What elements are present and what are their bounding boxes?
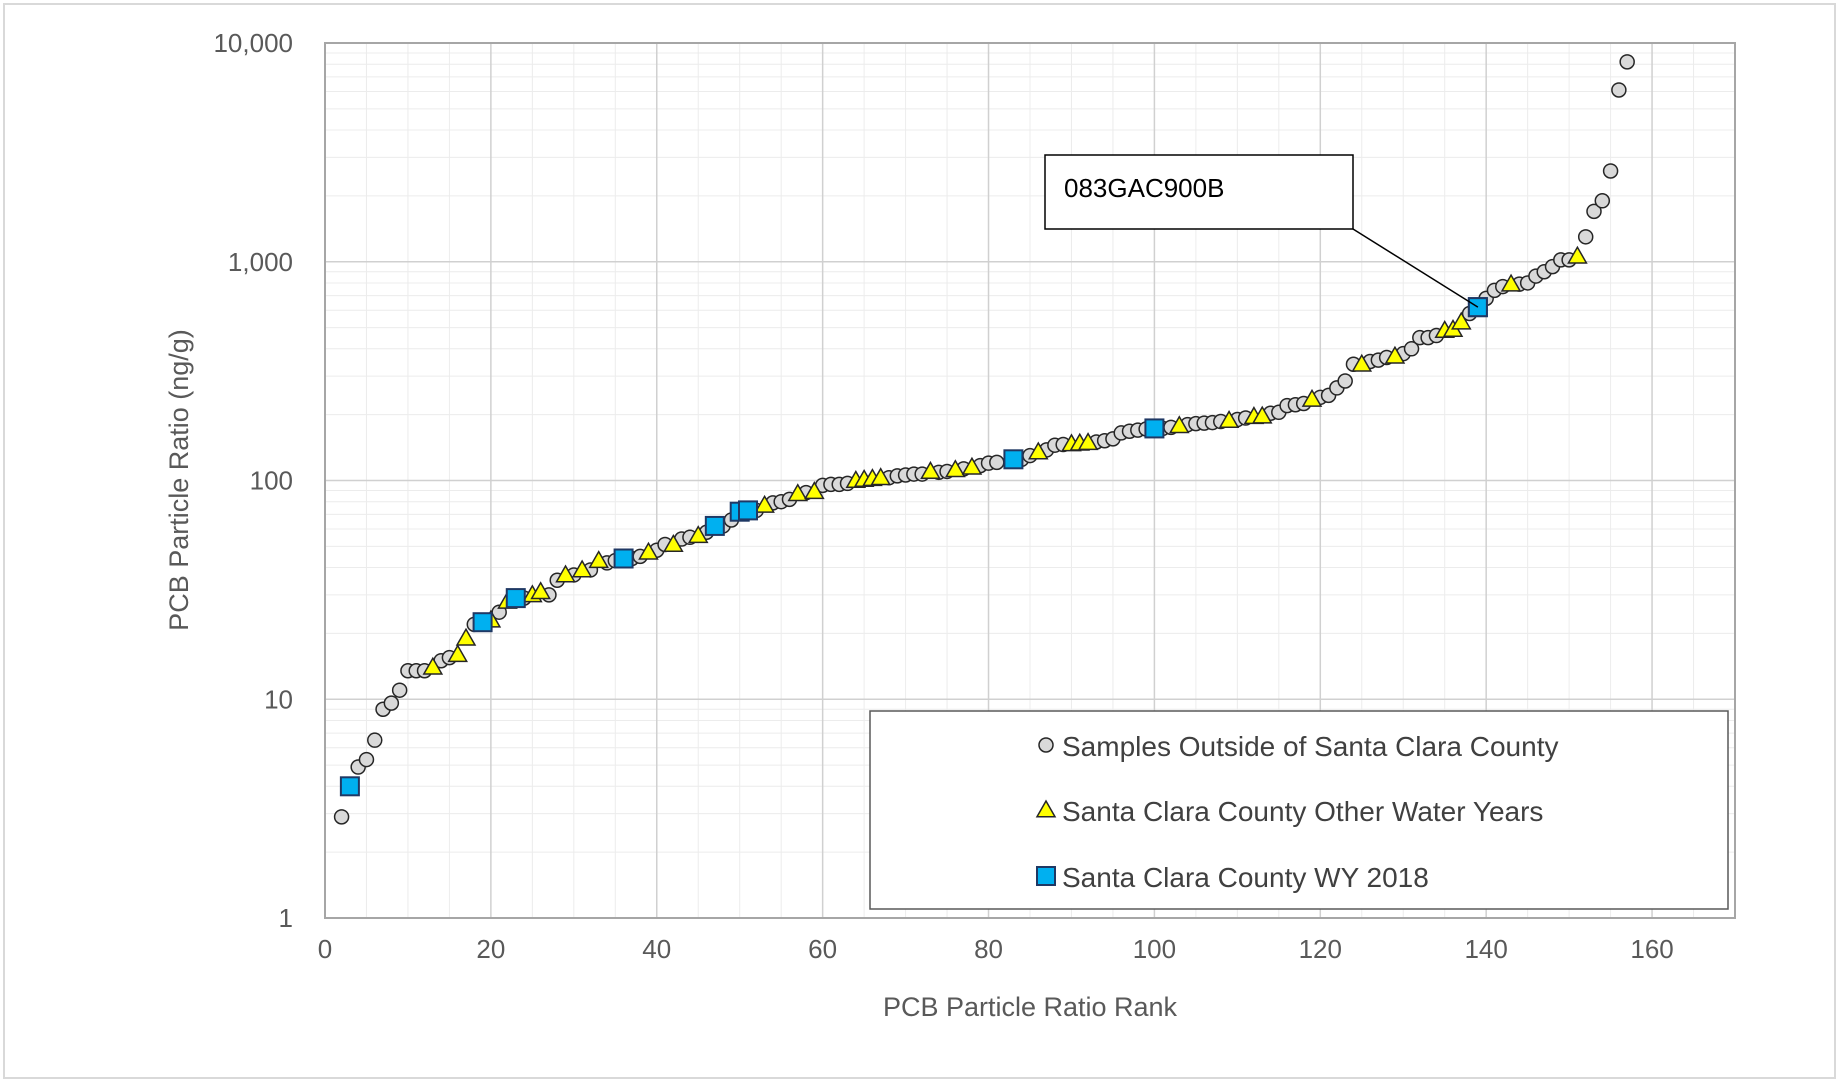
- callout-leader-line: [1352, 228, 1479, 308]
- data-point-triangle: [961, 456, 983, 475]
- x-tick-label: 160: [1630, 934, 1673, 964]
- data-point-triangle: [945, 459, 966, 478]
- data-point-triangle: [1251, 405, 1273, 424]
- y-tick-label: 10: [264, 684, 293, 714]
- data-point-triangle: [1351, 353, 1373, 372]
- data-point-circle: [1594, 193, 1611, 209]
- x-tick-label: 140: [1464, 934, 1507, 964]
- y-tick-label: 10,000: [213, 28, 293, 58]
- data-point-triangle: [588, 550, 609, 569]
- data-point-triangle: [571, 559, 593, 578]
- data-point-circle: [1611, 82, 1627, 98]
- data-point-circle: [1602, 163, 1619, 179]
- data-point-triangle: [455, 627, 477, 646]
- data-point-triangle: [687, 525, 709, 544]
- data-point-circle: [391, 682, 408, 698]
- data-point-triangle: [1218, 410, 1240, 429]
- data-point-triangle: [804, 481, 825, 500]
- y-axis-tick-labels: 1 10 100 1,000 10,000: [213, 28, 293, 933]
- data-point-square: [738, 500, 758, 521]
- data-point-triangle: [447, 644, 468, 663]
- data-point-square: [472, 612, 493, 633]
- x-tick-label: 0: [318, 934, 332, 964]
- legend: Samples Outside of Santa Clara County San…: [869, 710, 1729, 910]
- data-point-circle: [383, 695, 400, 711]
- legend-label: Santa Clara County WY 2018: [1062, 862, 1429, 893]
- data-point-circle: [989, 454, 1005, 471]
- callout-box: [1044, 154, 1354, 230]
- y-tick-label: 1: [279, 903, 293, 933]
- legend-items: Samples Outside of Santa Clara County San…: [1035, 731, 1558, 893]
- data-point-triangle: [1301, 388, 1323, 407]
- data-point-triangle: [1077, 432, 1099, 451]
- data-point-triangle: [663, 533, 684, 552]
- annotation-callout: 083GAC900B: [1044, 154, 1479, 308]
- data-point-square: [613, 548, 634, 569]
- data-point-square: [1144, 418, 1165, 439]
- data-point-triangle: [1384, 345, 1406, 364]
- data-point-triangle: [530, 581, 551, 600]
- x-tick-label: 40: [642, 934, 671, 964]
- data-point-triangle: [555, 564, 576, 583]
- series-square: [339, 297, 1488, 797]
- data-point-triangle: [422, 656, 444, 675]
- data-point-triangle: [1567, 245, 1588, 264]
- x-axis-title: PCB Particle Ratio Rank: [883, 992, 1178, 1022]
- legend-marker-triangle: [1035, 799, 1057, 818]
- data-point-circle: [1619, 54, 1635, 70]
- x-tick-label: 60: [808, 934, 837, 964]
- legend-box: [869, 710, 1729, 910]
- data-point-circle: [358, 751, 375, 768]
- data-point-circle: [367, 732, 383, 748]
- data-point-square: [704, 515, 725, 536]
- plot-area-border: [324, 42, 1736, 919]
- x-axis-tick-labels: 0 20 40 60 80 100 120 140 160: [318, 934, 1674, 964]
- y-tick-label: 1,000: [228, 247, 293, 277]
- data-point-circle: [1403, 341, 1420, 357]
- data-point-square: [339, 776, 360, 797]
- data-point-triangle: [1500, 273, 1522, 292]
- data-point-square: [1003, 449, 1024, 470]
- data-point-triangle: [1169, 415, 1190, 434]
- y-tick-label: 100: [250, 466, 293, 496]
- data-point-square: [505, 588, 526, 609]
- data-point-circle: [1577, 229, 1594, 245]
- data-point-triangle: [1028, 441, 1049, 460]
- data-point-circle: [1586, 203, 1602, 220]
- data-point-triangle: [787, 483, 809, 502]
- data-point-triangle: [638, 541, 659, 560]
- data-point-triangle: [920, 460, 941, 479]
- data-series: [333, 54, 1635, 825]
- legend-label: Samples Outside of Santa Clara County: [1062, 731, 1558, 762]
- data-point-triangle: [870, 467, 891, 486]
- data-point-circle: [333, 809, 350, 825]
- x-tick-label: 20: [476, 934, 505, 964]
- x-tick-label: 120: [1299, 934, 1342, 964]
- x-tick-label: 100: [1133, 934, 1176, 964]
- data-point-triangle: [1451, 311, 1472, 330]
- legend-marker-circle: [1038, 737, 1054, 753]
- x-tick-label: 80: [974, 934, 1003, 964]
- callout-label: 083GAC900B: [1064, 173, 1224, 203]
- data-point-circle: [1337, 373, 1353, 389]
- data-point-triangle: [754, 494, 775, 513]
- y-axis-title: PCB Particle Ratio (ng/g): [164, 329, 194, 631]
- legend-marker-square: [1036, 866, 1056, 886]
- legend-label: Santa Clara County Other Water Years: [1062, 796, 1543, 827]
